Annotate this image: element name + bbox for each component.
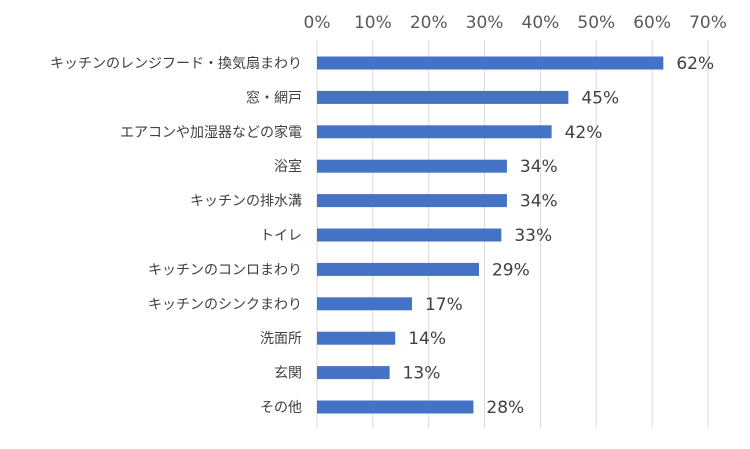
bar [317, 331, 396, 345]
x-tick-label: 50% [577, 13, 615, 33]
category-label: 洗面所 [260, 331, 302, 347]
bar [317, 125, 552, 139]
data-label: 42% [565, 123, 603, 143]
x-tick-label: 40% [522, 13, 560, 33]
category-label: キッチンのコンロまわり [148, 262, 302, 278]
data-label: 33% [514, 226, 552, 246]
category-label: トイレ [260, 228, 302, 244]
category-label: 玄関 [274, 365, 302, 382]
category-label: 浴室 [274, 158, 302, 175]
data-label: 45% [581, 88, 619, 108]
category-label: キッチンの排水溝 [190, 194, 302, 210]
bar [317, 159, 507, 173]
data-label: 17% [425, 295, 463, 315]
bars [317, 56, 664, 414]
bar [317, 194, 507, 208]
x-tick-label: 20% [410, 13, 448, 33]
x-tick-label: 0% [304, 13, 331, 33]
data-label: 13% [403, 364, 441, 384]
data-label: 28% [486, 398, 524, 418]
data-labels: 62% 45% 42% 34% 34% 33% 29% 17% 14% 13% 28% [403, 54, 714, 418]
category-label: エアコンや加湿器などの家電 [120, 124, 302, 141]
data-label: 62% [676, 54, 714, 74]
x-tick-label: 70% [689, 13, 727, 33]
bar [317, 90, 569, 104]
x-axis-ticks: 0% 10% 20% 30% 40% 50% 60% 70% [304, 13, 727, 33]
bar [317, 262, 479, 276]
category-label: キッチンのシンクまわり [148, 297, 302, 313]
bar [317, 366, 390, 380]
bar [317, 297, 412, 311]
x-tick-label: 10% [354, 13, 392, 33]
category-label: キッチンのレンジフード・換気扇まわり [50, 56, 302, 72]
category-labels: キッチンのレンジフード・換気扇まわり窓・網戸エアコンや加湿器などの家電浴室キッチ… [50, 56, 302, 416]
data-label: 34% [520, 192, 558, 212]
data-label: 34% [520, 157, 558, 177]
data-label: 29% [492, 260, 530, 280]
x-tick-label: 30% [466, 13, 504, 33]
bar [317, 228, 502, 242]
bar [317, 56, 664, 70]
x-tick-label: 60% [633, 13, 671, 33]
bar [317, 400, 474, 414]
data-label: 14% [408, 329, 446, 349]
category-label: その他 [260, 400, 302, 416]
category-label: 窓・網戸 [246, 89, 302, 106]
